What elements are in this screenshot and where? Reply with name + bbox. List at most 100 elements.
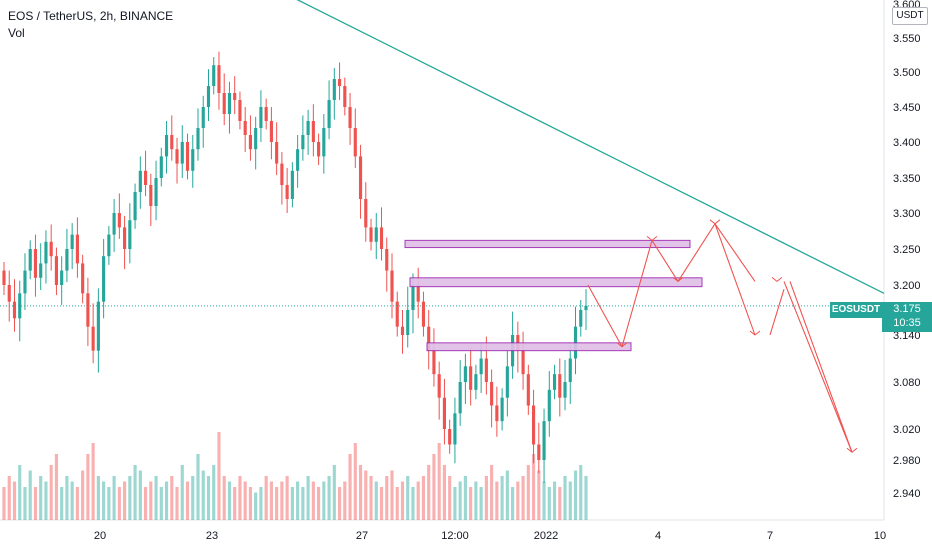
candle-body (49, 241, 53, 257)
volume-bar (23, 487, 27, 520)
volume-bar (275, 487, 279, 520)
y-tick-label: 3.450 (893, 102, 921, 114)
volume-bar (54, 454, 59, 520)
volume-bar (185, 481, 190, 520)
volume-bar (75, 487, 79, 520)
x-tick-label: 7 (767, 530, 773, 542)
y-tick-label: 3.300 (893, 208, 921, 220)
volume-bar (322, 481, 326, 520)
volume-bar (306, 476, 310, 520)
volume-bar (296, 481, 300, 520)
projection-arrow-head (709, 219, 721, 225)
y-tick-label: 3.500 (893, 67, 921, 79)
volume-bar (18, 465, 22, 520)
candle-body (432, 350, 436, 375)
volume-bar (7, 476, 11, 520)
volume-bar (201, 470, 205, 520)
volume-bar (385, 476, 389, 520)
candle-body (469, 366, 473, 390)
currency-badge[interactable]: USDT (892, 7, 928, 25)
candle-body (411, 285, 415, 310)
candle-body (353, 128, 357, 157)
candle-body (96, 301, 100, 351)
candle-body (159, 156, 163, 178)
candle-body (117, 213, 121, 228)
candle-body (206, 86, 211, 107)
volume-bar (91, 443, 95, 520)
candle-body (264, 107, 268, 121)
candle-body (537, 444, 541, 460)
volume-bar (348, 454, 352, 520)
trendline (296, 0, 885, 294)
volume-bar (469, 487, 473, 520)
volume-bar (33, 487, 38, 520)
candle-body (584, 305, 588, 310)
volume-bar (191, 476, 195, 520)
volume-bar (60, 487, 64, 520)
candle-body (421, 301, 426, 327)
projection-arrow-head (771, 277, 783, 283)
support-resistance-zone (409, 277, 703, 288)
projection-arrow-segment (769, 289, 785, 336)
candle-body (406, 310, 410, 335)
volume-bar (537, 470, 541, 520)
volume-bar (196, 454, 200, 520)
volume-bar (484, 476, 488, 520)
candle-body (170, 135, 174, 150)
volume-bar (44, 481, 48, 520)
x-tick-label: 20 (94, 530, 106, 542)
projection-arrow-head (646, 235, 658, 242)
candle-body (458, 382, 462, 414)
candle-body (254, 128, 258, 150)
y-tick-label: 3.350 (893, 173, 921, 185)
candle-body (442, 397, 447, 429)
y-tick-label: 3.600 (893, 0, 921, 11)
volume-bar (490, 465, 494, 520)
volume-bar (406, 476, 410, 520)
candle-body (138, 170, 142, 192)
candle-body (175, 149, 179, 164)
volume-bar (552, 481, 557, 520)
candle-body (332, 79, 336, 100)
volume-bar (117, 487, 121, 520)
volume-bar (180, 465, 184, 520)
projection-arrow-segment (714, 223, 756, 282)
volume-bar (531, 454, 536, 520)
candle-body (185, 142, 190, 171)
volume-bar (12, 481, 17, 520)
volume-bar (495, 481, 499, 520)
volume-bar (547, 487, 551, 520)
y-tick-label: 3.020 (893, 424, 921, 436)
candle-body (568, 358, 572, 382)
x-tick-label: 12:00 (441, 530, 469, 542)
candle-body (44, 241, 48, 264)
last-price-tag: 3.175 10:35 (882, 302, 932, 332)
volume-bar (264, 476, 268, 520)
volume-bar (500, 476, 504, 520)
y-tick-label: 2.940 (893, 488, 921, 500)
candle-body (39, 263, 43, 278)
candle-body (296, 149, 300, 171)
candle-body (395, 301, 399, 327)
projection-arrow-segment (651, 240, 679, 282)
candle-body (531, 405, 536, 445)
projection-arrow-head (616, 342, 628, 348)
y-tick-label: 3.550 (893, 33, 921, 45)
candle-body (311, 121, 315, 142)
candle-body (102, 256, 106, 302)
candle-body (65, 249, 69, 271)
volume-bar (96, 476, 100, 520)
volume-bar (416, 481, 420, 520)
projection-arrow-segment (621, 240, 653, 347)
candle-body (369, 227, 373, 242)
candle-body (143, 170, 148, 185)
candle-body (358, 156, 363, 199)
volume-bar (432, 454, 436, 520)
volume-bar (558, 487, 562, 520)
volume-bar (358, 465, 363, 520)
candle-body (191, 149, 195, 171)
candle-body (212, 65, 216, 86)
candle-body (558, 374, 562, 398)
volume-bar (516, 481, 520, 520)
